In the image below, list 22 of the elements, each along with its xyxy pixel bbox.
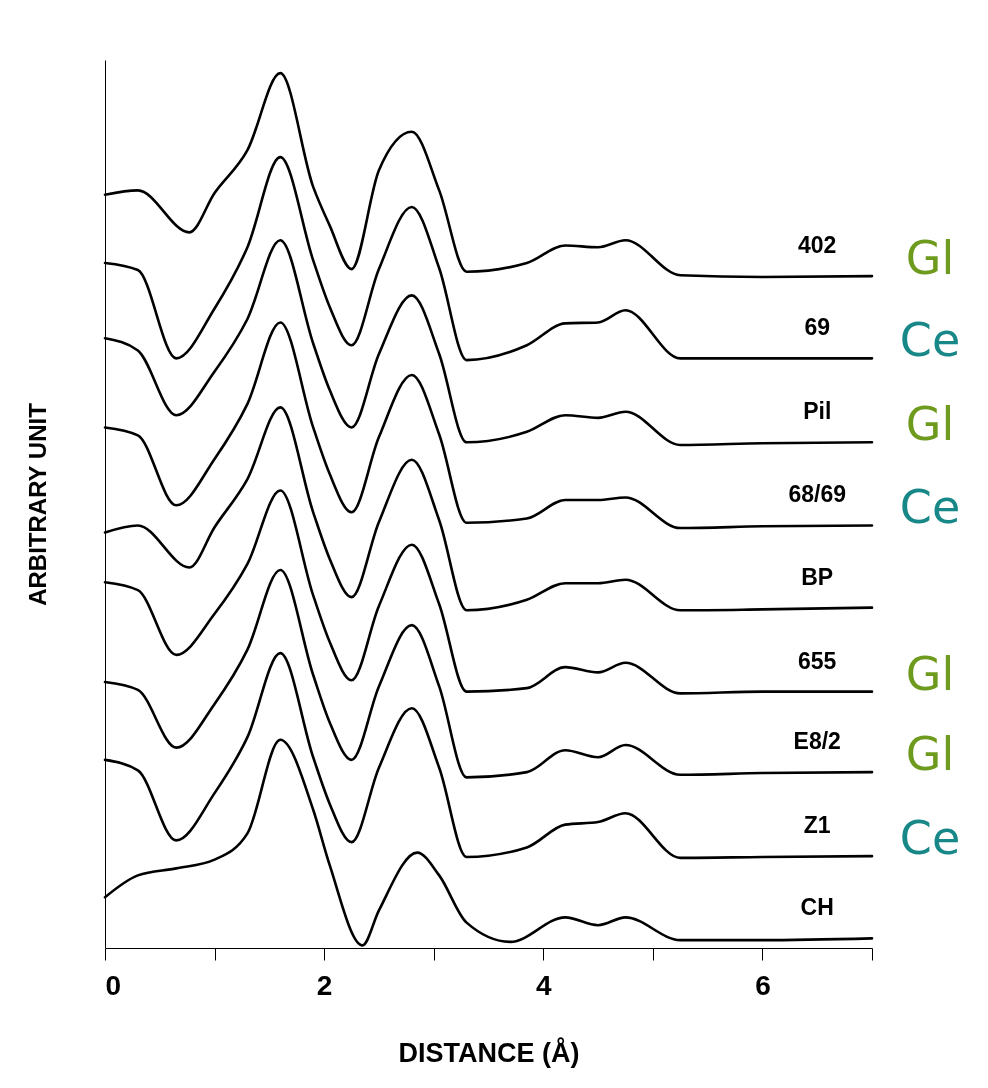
text: Ce <box>899 480 961 535</box>
series-label: E8/2 <box>793 728 841 755</box>
text: Gl <box>905 397 955 452</box>
x-axis-title: DISTANCE (Å) <box>398 1036 580 1068</box>
x-tick-label: 2 <box>316 969 333 1001</box>
series-label: 68/69 <box>788 481 846 508</box>
x-tick-label: 4 <box>536 969 552 1001</box>
text: Ce <box>899 313 961 368</box>
y-axis-title: ARBITRARY UNIT <box>23 402 51 606</box>
series-label: CH <box>800 894 834 921</box>
series-label: 402 <box>798 232 837 259</box>
series-label: BP <box>801 563 834 590</box>
x-tick-label: 6 <box>755 969 771 1001</box>
series-label: Pil <box>803 398 832 425</box>
series-label: 655 <box>798 647 837 674</box>
text: Gl <box>905 231 955 286</box>
text: Gl <box>905 727 955 782</box>
x-tick-label: 0 <box>105 969 122 1001</box>
text: Gl <box>905 646 955 701</box>
series-label: Z1 <box>803 812 831 839</box>
text: Ce <box>899 811 961 866</box>
series-label: 69 <box>804 314 831 341</box>
